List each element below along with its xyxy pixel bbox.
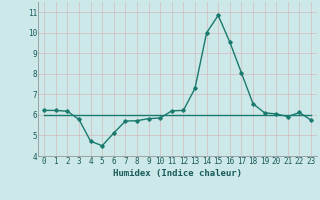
X-axis label: Humidex (Indice chaleur): Humidex (Indice chaleur) xyxy=(113,169,242,178)
